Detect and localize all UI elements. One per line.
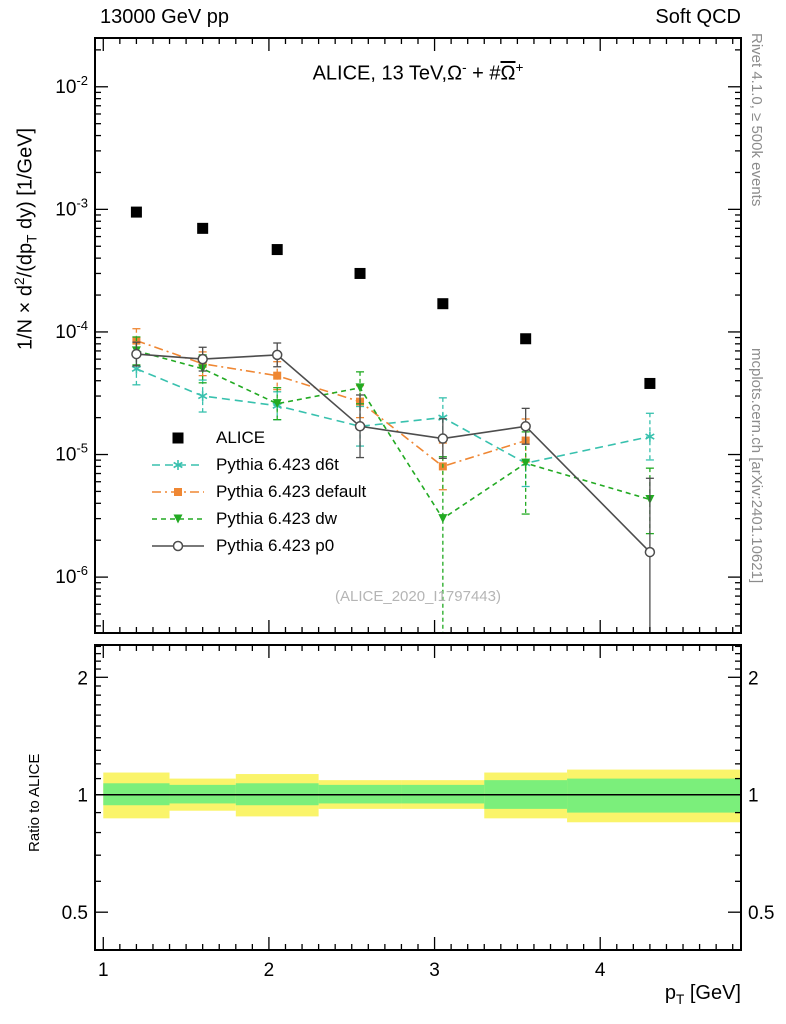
analysis-id-watermark: (ALICE_2020_I1797443) — [335, 588, 501, 605]
svg-text:2: 2 — [748, 668, 759, 689]
legend-marker-icon — [152, 487, 204, 496]
plot-title: ALICE, 13 TeV,Ω- + #Ω+ — [95, 60, 741, 86]
label-fragment: Ω — [500, 62, 516, 85]
label-fragment: 2 — [12, 277, 27, 285]
x-axis-label: pT [GeV] — [665, 982, 741, 1007]
legend: ALICE Pythia 6.423 d6t Pythia 6.423 defaul… — [150, 424, 366, 559]
series-pythia-6-423-p0 — [131, 341, 656, 633]
header-process-group: Soft QCD — [655, 6, 741, 28]
ratio-uncertainty-bands — [103, 769, 741, 823]
legend-item-pythia-6-423-d6t: Pythia 6.423 d6t — [150, 451, 366, 478]
svg-text:1: 1 — [77, 786, 88, 807]
svg-text:0.5: 0.5 — [748, 903, 774, 924]
label-fragment: + # — [466, 62, 501, 85]
ratio-axis-label: Ratio to ALICE — [26, 753, 43, 852]
svg-text:0.5: 0.5 — [62, 903, 88, 924]
axis-tick-labels: 1 2 3 4 10-6 10-5 10-4 10-3 10-2 0.5 0.5 1 1 2 2 — [55, 73, 774, 981]
legend-label: Pythia 6.423 dw — [216, 508, 337, 528]
svg-text:10-4: 10-4 — [55, 318, 88, 343]
svg-text:1: 1 — [748, 786, 759, 807]
svg-text:10-6: 10-6 — [55, 563, 88, 588]
y-axis-label: 1/N × d2/(dpT dy) [1/GeV] — [12, 128, 40, 350]
legend-item-pythia-6-423-default: Pythia 6.423 default — [150, 478, 366, 505]
label-fragment: [GeV] — [684, 982, 741, 1004]
label-fragment: ALICE, 13 TeV,Ω — [312, 62, 463, 85]
mcplots-arxiv-note: mcplots.cern.ch [arXiv:2401.10621] — [748, 348, 765, 584]
legend-marker-icon — [172, 432, 184, 443]
legend-label: Pythia 6.423 d6t — [216, 454, 339, 474]
legend-item-alice: ALICE — [150, 424, 366, 451]
label-fragment: T — [24, 234, 40, 243]
legend-marker-icon — [152, 540, 204, 551]
svg-text:1: 1 — [98, 960, 109, 981]
label-fragment: T — [675, 992, 685, 1007]
legend-marker-icon — [152, 459, 204, 470]
band-green — [567, 778, 741, 813]
label-fragment: - — [462, 60, 467, 75]
svg-text:4: 4 — [595, 960, 606, 981]
svg-text:2: 2 — [264, 960, 275, 981]
rivet-version-note: Rivet 4.1.0, ≥ 500k events — [748, 33, 765, 207]
label-fragment: /(dp — [14, 242, 37, 278]
header-beam-energy: 13000 GeV pp — [100, 6, 229, 28]
svg-text:10-3: 10-3 — [55, 195, 88, 220]
svg-text:2: 2 — [77, 668, 88, 689]
svg-text:10-5: 10-5 — [55, 441, 88, 466]
legend-label: ALICE — [216, 427, 266, 447]
axis-ticks — [95, 38, 741, 951]
legend-item-pythia-6-423-dw: Pythia 6.423 dw — [150, 505, 366, 532]
label-fragment: + — [515, 60, 524, 75]
svg-text:3: 3 — [429, 960, 440, 981]
legend-label: Pythia 6.423 p0 — [216, 535, 335, 555]
label-fragment: dy) [1/GeV] — [14, 127, 37, 235]
series-alice — [130, 206, 656, 389]
legend-label: Pythia 6.423 default — [216, 481, 367, 501]
series-line — [136, 339, 526, 468]
svg-text:10-2: 10-2 — [55, 73, 88, 98]
legend-item-pythia-6-423-p0: Pythia 6.423 p0 — [150, 532, 366, 559]
legend-marker-icon — [152, 514, 204, 523]
label-fragment: p — [664, 982, 676, 1004]
label-fragment: 1/N × d — [14, 284, 37, 350]
